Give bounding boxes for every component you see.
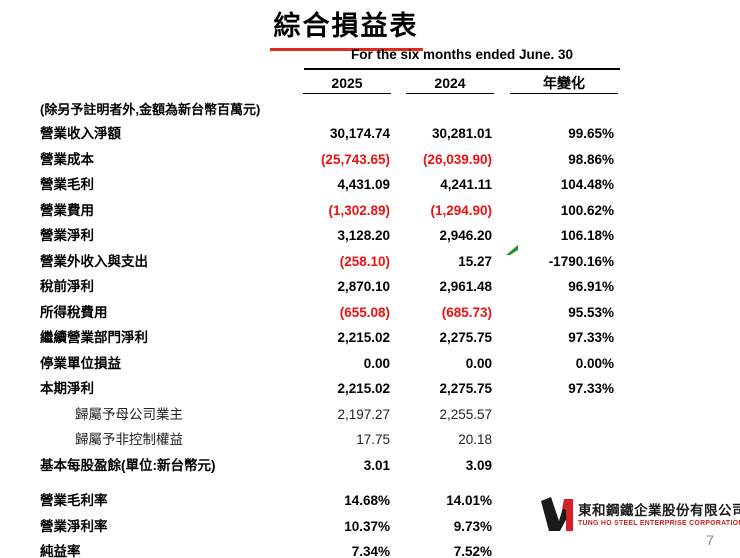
- table-row: 營業成本 (25,743.65) (26,039.90) 98.86%: [40, 147, 620, 173]
- value-2025: 14.68%: [344, 493, 390, 508]
- row-label: 營業收入淨額: [40, 126, 121, 141]
- company-name-en: TUNG HO STEEL ENTERPRISE CORPORATION: [578, 520, 740, 527]
- table-row: 營業毛利率 14.68% 14.01%: [40, 488, 620, 514]
- value-2024: 14.01%: [446, 493, 492, 508]
- value-2024: 9.73%: [453, 518, 492, 534]
- value-2025: (258.10): [339, 253, 390, 269]
- value-2025: (1,302.89): [328, 202, 390, 218]
- table-row: 停業單位損益 0.00 0.00 0.00%: [40, 351, 620, 377]
- value-2025: 10.37%: [344, 518, 390, 534]
- table-row: 純益率 7.34% 7.52%: [40, 539, 620, 558]
- value-2025: 2,215.02: [337, 330, 390, 345]
- column-header-yoy: 年變化: [510, 73, 618, 94]
- table-row: 基本每股盈餘(單位:新台幣元) 3.01 3.09: [40, 453, 620, 479]
- row-label: 停業單位損益: [40, 355, 121, 371]
- value-yoy: 99.65%: [568, 126, 614, 141]
- value-yoy: 100.62%: [560, 202, 614, 218]
- tung-ho-logo-icon: [541, 497, 573, 531]
- row-label: 基本每股盈餘(單位:新台幣元): [40, 457, 216, 473]
- page-number: 7: [706, 532, 714, 548]
- column-header-2025: 2025: [303, 73, 391, 94]
- value-yoy: [492, 402, 614, 428]
- value-2024: 2,275.75: [439, 381, 492, 396]
- table-row: 繼續營業部門淨利 2,215.02 2,275.75 97.33%: [40, 325, 620, 351]
- value-2025: 2,197.27: [337, 406, 390, 422]
- company-name-cn: 東和鋼鐵企業股份有限公司: [578, 503, 740, 518]
- value-2024: 15.27: [458, 253, 492, 269]
- green-annotation-marker: [506, 243, 519, 255]
- table-row: 所得稅費用 (655.08) (685.73) 95.53%: [40, 300, 620, 326]
- value-2025: 4,431.09: [337, 177, 390, 192]
- table-row: 本期淨利 2,215.02 2,275.75 97.33%: [40, 376, 620, 402]
- value-2024: 0.00: [465, 355, 492, 371]
- value-2024: 3.09: [465, 457, 492, 473]
- value-yoy: [492, 453, 614, 479]
- table-row: 營業淨利率 10.37% 9.73%: [40, 514, 620, 540]
- value-2025: (655.08): [339, 304, 390, 320]
- value-2024: (1,294.90): [430, 202, 492, 218]
- value-2024: 30,281.01: [431, 126, 492, 141]
- units-note: (除另予註明者外,金額為新台幣百萬元): [40, 102, 261, 117]
- value-yoy: 95.53%: [568, 304, 614, 320]
- value-2025: 3.01: [363, 457, 390, 473]
- row-label: 純益率: [40, 544, 81, 558]
- value-yoy: 96.91%: [568, 279, 614, 294]
- value-yoy: 98.86%: [568, 151, 614, 167]
- row-label: 本期淨利: [40, 381, 94, 396]
- value-2024: 4,241.11: [440, 177, 492, 192]
- row-label: 營業費用: [40, 202, 94, 218]
- value-2025: 2,870.10: [337, 279, 390, 294]
- value-2024: (685.73): [441, 304, 492, 320]
- value-yoy: [492, 427, 614, 453]
- value-yoy: 0.00%: [575, 355, 614, 371]
- value-2025: 17.75: [356, 432, 390, 447]
- value-yoy: -1790.16%: [548, 253, 614, 269]
- value-2024: 2,255.57: [439, 406, 492, 422]
- value-2025: 30,174.74: [329, 126, 390, 141]
- value-2024: 2,275.75: [439, 330, 492, 345]
- row-label: 歸屬予非控制權益: [75, 432, 183, 447]
- value-2025: 3,128.20: [337, 228, 390, 243]
- row-label: 所得稅費用: [40, 304, 108, 320]
- title-container: 綜合損益表: [0, 4, 692, 51]
- value-2024: (26,039.90): [422, 151, 492, 167]
- row-label: 營業成本: [40, 151, 94, 167]
- row-label: 營業毛利率: [40, 493, 108, 508]
- table-row: 營業收入淨額 30,174.74 30,281.01 99.65%: [40, 121, 620, 147]
- income-table-rows: 營業收入淨額 30,174.74 30,281.01 99.65% 營業成本 (…: [40, 121, 620, 558]
- table-row: 稅前淨利 2,870.10 2,961.48 96.91%: [40, 274, 620, 300]
- value-yoy: 106.18%: [560, 228, 614, 243]
- page-title: 綜合損益表: [269, 4, 423, 51]
- table-row: 營業費用 (1,302.89) (1,294.90) 100.62%: [40, 198, 620, 224]
- row-label: 營業外收入與支出: [40, 253, 148, 269]
- table-row: 營業外收入與支出 (258.10) 15.27 -1790.16%: [40, 249, 620, 275]
- value-2025: (25,743.65): [320, 151, 390, 167]
- value-2025: 0.00: [363, 355, 390, 371]
- table-span-header: For the six months ended June. 30: [304, 47, 620, 70]
- value-yoy: 97.33%: [568, 330, 614, 345]
- company-logo: 東和鋼鐵企業股份有限公司 TUNG HO STEEL ENTERPRISE CO…: [540, 496, 740, 532]
- value-2025: 2,215.02: [337, 381, 390, 396]
- row-label: 稅前淨利: [40, 279, 94, 294]
- value-2024: 20.18: [458, 432, 492, 447]
- table-row: 營業毛利 4,431.09 4,241.11 104.48%: [40, 172, 620, 198]
- value-yoy: 104.48%: [560, 177, 614, 192]
- table-row: 歸屬予母公司業主 2,197.27 2,255.57: [40, 402, 620, 428]
- value-yoy: [492, 539, 614, 558]
- row-label: 繼續營業部門淨利: [40, 330, 148, 345]
- value-2024: 7.52%: [453, 544, 492, 558]
- row-label: 營業淨利率: [40, 518, 108, 534]
- green-arrow-icon: [506, 245, 518, 255]
- table-row: 歸屬予非控制權益 17.75 20.18: [40, 427, 620, 453]
- row-label: 營業毛利: [40, 177, 94, 192]
- row-label: 營業淨利: [40, 228, 94, 243]
- table-row: 營業淨利 3,128.20 2,946.20 106.18%: [40, 223, 620, 249]
- value-2024: 2,946.20: [439, 228, 492, 243]
- value-2024: 2,961.48: [439, 279, 492, 294]
- column-header-2024: 2024: [406, 73, 494, 94]
- row-label: 歸屬予母公司業主: [75, 406, 183, 422]
- value-2025: 7.34%: [351, 544, 390, 558]
- value-yoy: 97.33%: [568, 381, 614, 396]
